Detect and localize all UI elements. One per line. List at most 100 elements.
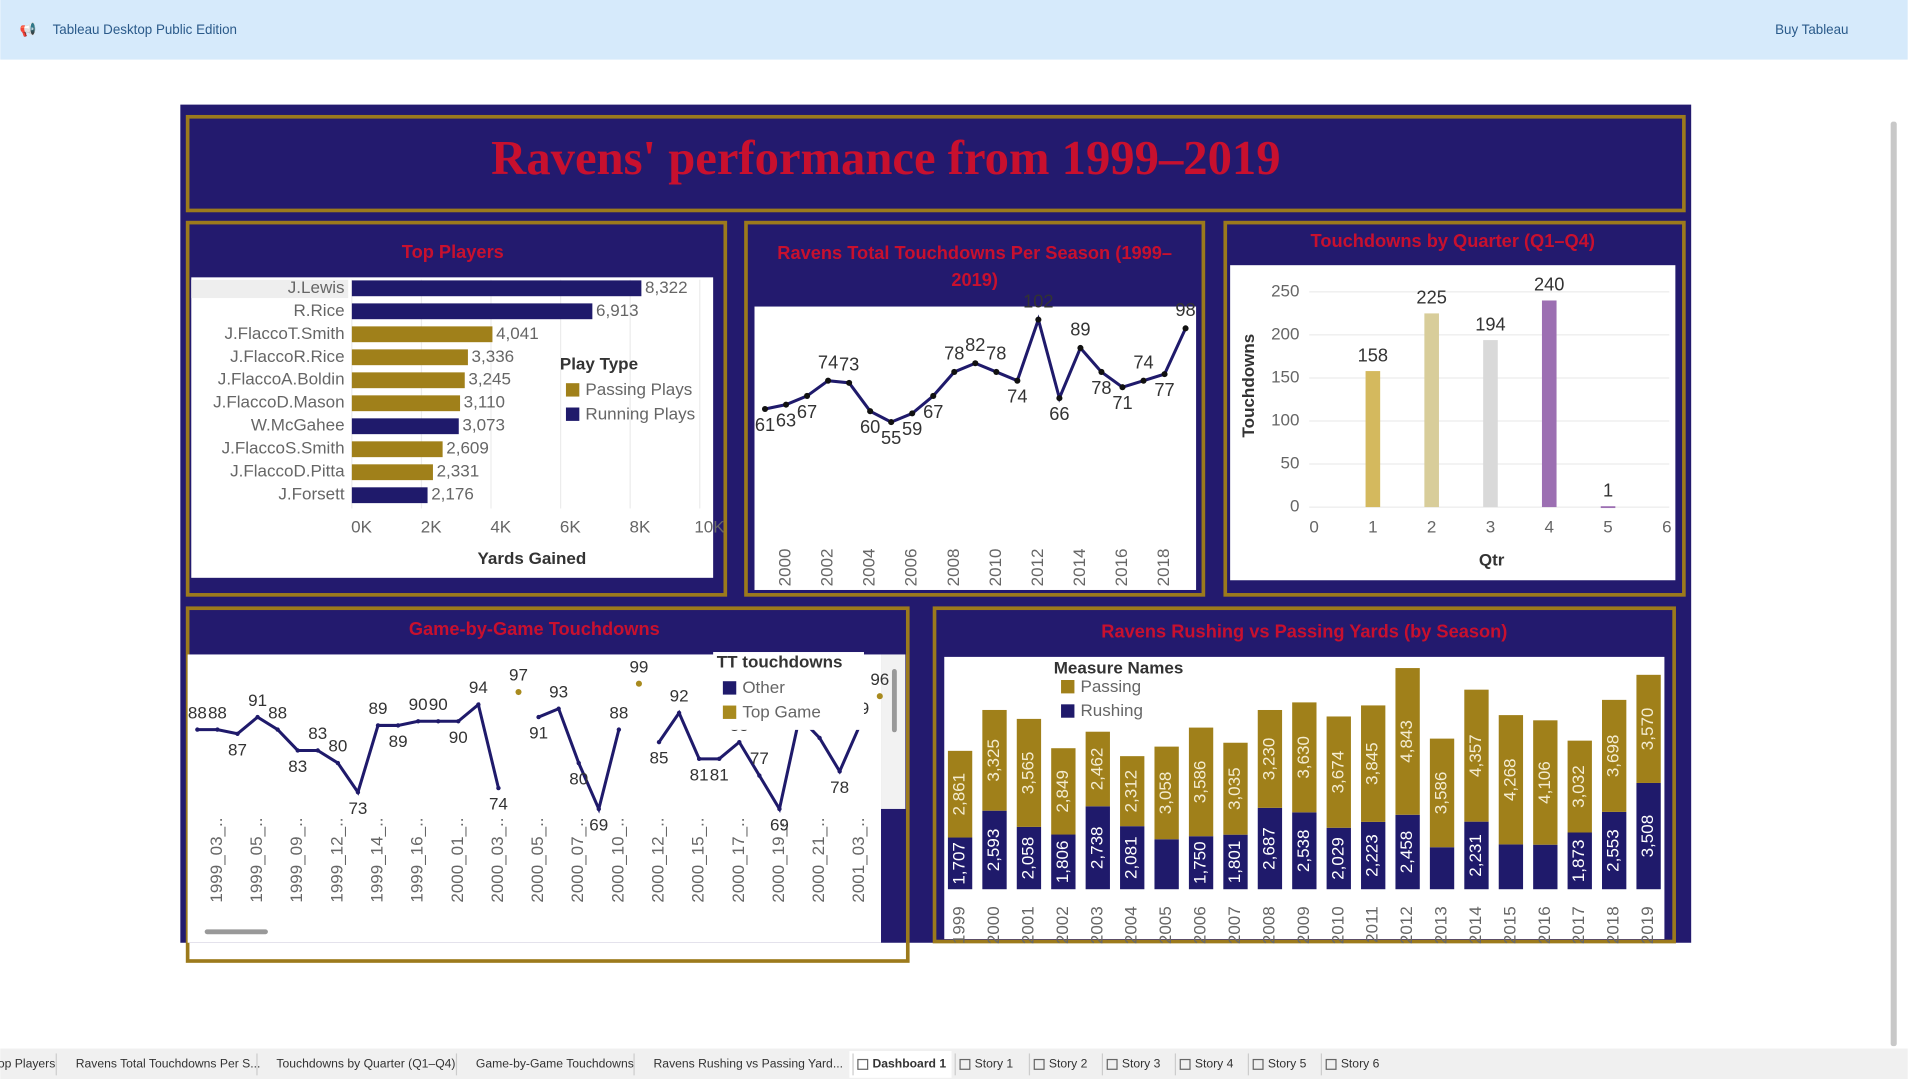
x-tick-label: 1 [1368,517,1377,536]
scrollbar[interactable] [1890,121,1897,1047]
value-label: 1,801 [1225,841,1244,884]
value-label: 88 [188,703,207,722]
point [676,710,682,716]
bar-segment [1016,718,1042,827]
bar [351,418,459,435]
x-tick-label: 2000_15_.. [689,817,708,902]
tab[interactable]: Story 1 [975,1057,1014,1071]
point [395,723,401,728]
panel-frame [744,220,1206,597]
point [951,368,958,375]
value-label: 89 [369,699,388,718]
bar [1600,506,1616,509]
value-label: 3,073 [462,416,505,435]
x-tick-label: 2001 [1018,906,1037,944]
x-tick-label: 2006 [902,548,921,586]
bar-segment [982,810,1007,890]
value-label: 85 [650,749,669,768]
legend-title: Play Type [560,354,638,373]
point [616,727,622,732]
x-tick-label: 2014 [1070,548,1089,586]
value-label: 73 [839,354,859,375]
value-label: 67 [923,401,943,422]
dashboard-title: Ravens' performance from 1999–2019 [491,131,1280,185]
value-label: 91 [248,691,267,710]
tab[interactable]: Story 5 [1268,1057,1307,1071]
x-tick-label: 2015 [1500,906,1519,944]
x-tick-label: 2008 [1259,906,1278,944]
tab-bar [0,1048,1908,1079]
value-label: 2,312 [1122,770,1141,813]
value-label: 90 [409,695,428,714]
x-tick-label: 2006 [1191,906,1210,944]
tab[interactable]: Story 3 [1122,1057,1161,1071]
x-tick-label: 2012 [1028,548,1047,586]
bar [351,372,465,389]
value-label: 94 [469,678,488,697]
bar-segment [1533,720,1558,845]
value-label: 4,106 [1535,761,1554,804]
tab[interactable]: Ravens Total Touchdowns Per S... [76,1057,261,1071]
tabs: Top Players Ravens Total Touchdowns Per S… [0,1051,1380,1078]
tab[interactable]: Top Players [0,1057,55,1071]
tab[interactable]: Ravens Rushing vs Passing Yard... [654,1057,843,1071]
value-label: 3,586 [1432,772,1451,815]
tab[interactable]: Game-by-Game Touchdowns [476,1057,634,1071]
tab[interactable]: Story 2 [1049,1057,1088,1071]
tab[interactable]: Touchdowns by Quarter (Q1–Q4) [276,1057,455,1071]
bar [351,280,642,297]
value-label: 240 [1534,274,1564,295]
legend-swatch [722,681,737,695]
bar [351,326,493,343]
bar-segment [1361,705,1386,822]
point [415,719,421,724]
point [275,727,280,732]
point [375,723,381,728]
point [817,735,822,741]
x-tick-label: 2000_17_.. [729,817,748,902]
x-tick-label: 2000_10_.. [608,817,627,902]
value-label: 63 [776,410,796,431]
value-label: 1,707 [950,842,969,885]
bar-segment [1257,709,1283,808]
tab[interactable]: Story 6 [1341,1057,1380,1071]
point [656,739,662,745]
point [355,790,361,795]
panel-title-box: Ravens Total Touchdowns Per Season (1999… [777,243,1172,290]
x-tick-label: 2000_21_.. [809,817,828,902]
point [596,806,601,812]
value-label: 83 [288,757,307,776]
tab[interactable]: Story 4 [1195,1057,1234,1071]
x-tick-label: 2000_19_.. [769,817,788,902]
x-tick-label: 3 [1486,517,1495,536]
x-tick-label: 2004 [1122,906,1141,944]
value-label: 97 [509,666,528,685]
x-tick-label: 5 [1603,517,1612,536]
plot-bg [1230,265,1676,581]
bar-segment [1016,826,1042,890]
x-tick-label: 2007 [1225,906,1244,944]
h-scroll-thumb[interactable] [204,929,268,935]
point [696,756,702,762]
bar-segment [1292,812,1317,890]
value-label: 2,538 [1294,829,1313,872]
bar-segment [1395,668,1420,815]
value-label: 60 [860,416,880,437]
scroll-thumb[interactable] [891,669,897,733]
bar [1541,300,1557,508]
app-name: Tableau Desktop Public Edition [53,22,237,37]
value-label: 74 [1007,386,1027,407]
value-label: 4,843 [1397,720,1416,763]
value-label: 69 [589,815,608,834]
point [1119,384,1126,391]
value-label: 225 [1416,287,1446,308]
tab[interactable]: Dashboard 1 [872,1057,946,1071]
x-tick-label: 2012 [1397,906,1416,944]
x-tick-label: 2019 [1638,906,1657,944]
x-tick-label: 2016 [1112,548,1131,586]
buy-link[interactable]: Buy Tableau [1775,22,1848,37]
x-tick-label: 2000_12_.. [649,817,668,902]
point [295,748,300,753]
value-label: 194 [1475,313,1505,334]
point [717,756,722,762]
